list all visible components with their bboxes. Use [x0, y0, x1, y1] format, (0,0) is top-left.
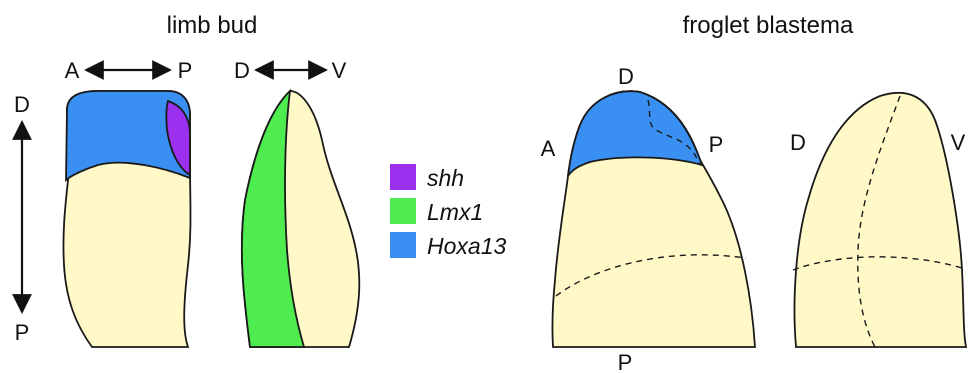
legend-label-lmx1: Lmx1: [427, 199, 483, 225]
blastema-side-label-ventral: V: [951, 130, 966, 155]
label-proximal: P: [15, 320, 30, 345]
proximal-distal-arrow: D P: [12, 92, 32, 345]
blastema-label-posterior: P: [709, 132, 724, 157]
froglet-blastema-title: froglet blastema: [683, 12, 854, 39]
gene-legend: shh Lmx1 Hoxa13: [390, 164, 506, 259]
blastema-front-proximal-boundary: [555, 254, 747, 297]
label-ventral: V: [332, 58, 347, 83]
blastema-side-midline: [857, 95, 901, 348]
limb-bud-side-view: [240, 88, 361, 348]
shh-domain: [165, 99, 191, 177]
blastema-label-proximal: P: [618, 350, 633, 373]
blastema-front-view: A D P P: [541, 64, 756, 373]
blastema-side-tissue: [793, 92, 968, 348]
anterior-posterior-arrow: A P: [65, 58, 193, 83]
hoxa13-domain-front: [65, 90, 191, 182]
legend-swatch-lmx1: [390, 198, 416, 224]
blastema-front-dorsal-boundary: [647, 99, 701, 166]
dorsal-ventral-arrow: D V: [234, 58, 347, 83]
blastema-side-proximal-boundary: [792, 256, 963, 271]
label-posterior: P: [178, 58, 193, 83]
label-distal: D: [14, 92, 30, 117]
hoxa13-domain-blastema: [567, 90, 704, 177]
limb-bud-title: limb bud: [167, 12, 258, 39]
label-anterior: A: [65, 58, 80, 83]
blastema-side-label-dorsal: D: [790, 130, 806, 155]
legend-swatch-shh: [390, 164, 416, 190]
legend-swatch-hoxa13: [390, 232, 416, 258]
legend-label-hoxa13: Hoxa13: [427, 233, 506, 259]
blastema-label-dorsal: D: [618, 64, 634, 89]
blastema-label-anterior: A: [541, 136, 556, 161]
lmx1-domain: [240, 88, 306, 348]
limb-bud-front-view: [62, 90, 192, 348]
legend-label-shh: shh: [427, 165, 464, 191]
blastema-side-view: D V: [790, 92, 968, 348]
label-dorsal: D: [234, 58, 250, 83]
